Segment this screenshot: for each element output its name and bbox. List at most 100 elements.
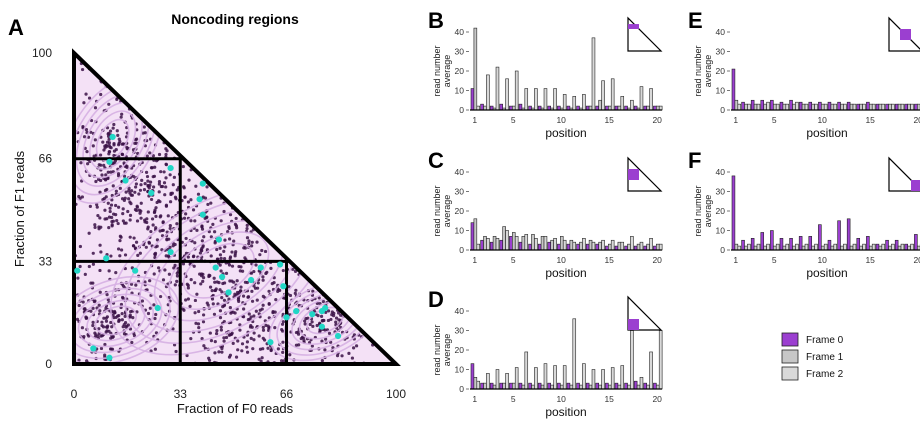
bar-frame-2 (572, 241, 577, 251)
density-point (106, 176, 110, 181)
density-point (96, 213, 100, 218)
density-point (146, 210, 150, 214)
density-point (153, 165, 157, 169)
density-point (124, 190, 128, 194)
bar-frame-2 (852, 103, 857, 111)
density-point (98, 268, 102, 273)
bar-frame-1 (830, 103, 835, 111)
density-point (147, 186, 151, 190)
density-point (153, 208, 157, 212)
density-point (95, 205, 99, 209)
bar-frame-2 (785, 103, 790, 111)
bar-frame-2 (505, 373, 509, 390)
y-tick-label: 40 (455, 306, 465, 316)
x-tick-label: 1 (472, 255, 477, 265)
density-point (181, 164, 185, 169)
density-point (116, 133, 120, 137)
x-tick-label: 5 (511, 255, 516, 265)
density-point (108, 129, 113, 133)
density-point (334, 320, 338, 324)
panel-a-title: Noncoding regions (171, 11, 299, 27)
density-point (218, 253, 223, 257)
density-point (132, 174, 136, 179)
x-tick-label: 1 (472, 115, 477, 125)
density-point (91, 323, 95, 328)
density-point (128, 191, 132, 195)
y-tick-label: 0 (720, 245, 725, 255)
bar-frame-2 (495, 238, 500, 251)
density-point (222, 339, 226, 343)
bar-frame-2 (562, 94, 567, 111)
density-point (119, 235, 123, 239)
y-tick-label: 40 (455, 167, 465, 177)
density-point (324, 337, 328, 341)
bar-frame-1 (569, 239, 574, 251)
density-point (115, 314, 120, 318)
highlight-point (257, 264, 264, 271)
bar-frame-0 (837, 220, 841, 251)
bar-frame-0 (470, 222, 475, 251)
density-point (138, 188, 143, 192)
density-point (115, 97, 119, 101)
highlight-point (122, 177, 129, 184)
density-point (252, 269, 256, 274)
x-axis-label: position (806, 126, 847, 140)
density-point (213, 230, 217, 234)
density-point (100, 320, 104, 324)
density-point (99, 163, 103, 167)
legend-swatch (781, 366, 799, 381)
density-point (121, 207, 125, 211)
density-point (82, 101, 86, 105)
bar-frame-1 (608, 243, 612, 251)
bar-frame-2 (775, 243, 780, 251)
density-point (332, 311, 336, 315)
density-point (171, 183, 175, 187)
density-point (209, 254, 213, 258)
density-point (80, 326, 85, 330)
density-point (77, 194, 81, 199)
bar-frame-1 (792, 103, 796, 111)
density-point (99, 92, 103, 97)
y-axis-label: Fraction of F1 reads (12, 150, 27, 267)
density-point (196, 192, 201, 196)
density-point (109, 320, 113, 325)
density-point (189, 219, 193, 223)
density-point (129, 282, 134, 286)
bar-frame-1 (512, 232, 516, 251)
bar-frame-0 (808, 101, 813, 111)
density-point (77, 303, 81, 308)
highlight-point (106, 354, 113, 361)
density-point (181, 185, 186, 189)
density-point (139, 183, 143, 187)
bar-frame-0 (518, 382, 523, 390)
density-point (261, 303, 265, 307)
density-point (249, 336, 253, 340)
density-point (235, 279, 239, 283)
highlight-point (74, 267, 81, 274)
bar-frame-0 (614, 382, 619, 390)
density-point (146, 227, 150, 231)
density-point (148, 306, 152, 310)
density-point (143, 218, 147, 222)
density-point (80, 67, 85, 72)
density-point (191, 208, 196, 212)
density-point (214, 331, 219, 336)
density-point (78, 244, 83, 249)
density-point (222, 304, 226, 308)
density-point (238, 328, 242, 332)
density-point (218, 309, 223, 313)
bar-frame-0 (875, 103, 880, 111)
density-point (228, 213, 233, 217)
x-tick-label: 15 (865, 255, 875, 265)
region-inset (627, 156, 663, 192)
density-point (243, 256, 247, 260)
density-point (126, 323, 130, 327)
density-point (287, 285, 291, 289)
density-point (329, 317, 333, 322)
y-tick-label: 10 (455, 226, 465, 236)
density-point (269, 266, 273, 271)
bar-frame-0 (827, 101, 832, 111)
density-point (252, 338, 256, 342)
bar-frame-2 (553, 365, 557, 390)
density-point (250, 244, 254, 248)
